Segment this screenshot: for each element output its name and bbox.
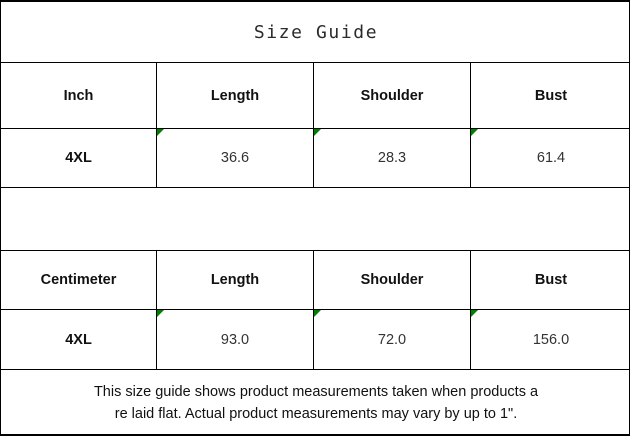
comment-marker-icon: [157, 129, 164, 136]
cell-bust-centimeter: 156.0: [471, 310, 629, 369]
value-bust-inch: 61.4: [536, 150, 566, 166]
cell-length-inch: 36.6: [157, 129, 314, 187]
comment-marker-icon: [314, 129, 321, 136]
header-cell-shoulder-inch: Shoulder: [314, 63, 471, 128]
value-shoulder-centimeter: 72.0: [377, 331, 407, 348]
value-length-inch: 36.6: [220, 150, 250, 166]
footnote-row: This size guide shows product measuremen…: [1, 370, 629, 434]
title-row: Size Guide: [1, 2, 629, 63]
header-label-bust-inch: Bust: [534, 87, 568, 104]
footnote-line-2: re laid flat. Actual product measurement…: [114, 406, 518, 422]
value-bust-centimeter: 156.0: [532, 331, 570, 348]
header-label-unit-inch: Inch: [63, 87, 94, 104]
value-size-centimeter: 4XL: [65, 331, 92, 348]
cell-shoulder-centimeter: 72.0: [314, 310, 471, 369]
inch-table-header-row: Inch Length Shoulder Bust: [1, 63, 629, 129]
header-label-length-inch: Length: [210, 87, 260, 104]
header-cell-bust-centimeter: Bust: [471, 251, 629, 309]
value-length-centimeter: 93.0: [220, 331, 250, 348]
comment-marker-icon: [314, 310, 321, 317]
header-cell-bust-inch: Bust: [471, 63, 629, 128]
value-size-inch: 4XL: [65, 150, 92, 166]
footnote-line-1: This size guide shows product measuremen…: [93, 384, 539, 400]
value-shoulder-inch: 28.3: [377, 150, 407, 166]
header-cell-length-inch: Length: [157, 63, 314, 128]
header-cell-unit-centimeter: Centimeter: [1, 251, 157, 309]
cell-length-centimeter: 93.0: [157, 310, 314, 369]
comment-marker-icon: [471, 129, 478, 136]
header-cell-unit-inch: Inch: [1, 63, 157, 128]
cell-size-inch: 4XL: [1, 129, 157, 187]
header-cell-shoulder-centimeter: Shoulder: [314, 251, 471, 309]
comment-marker-icon: [157, 310, 164, 317]
cell-size-centimeter: 4XL: [1, 310, 157, 369]
header-label-shoulder-centimeter: Shoulder: [360, 272, 424, 288]
comment-marker-icon: [471, 310, 478, 317]
header-label-unit-centimeter: Centimeter: [40, 272, 117, 288]
header-label-shoulder-inch: Shoulder: [360, 87, 424, 104]
table-row: 4XL 36.6 28.3 61.4: [1, 129, 629, 188]
cell-bust-inch: 61.4: [471, 129, 629, 187]
header-label-bust-centimeter: Bust: [534, 272, 568, 288]
header-cell-length-centimeter: Length: [157, 251, 314, 309]
page-title: Size Guide: [253, 21, 379, 43]
centimeter-table-header-row: Centimeter Length Shoulder Bust: [1, 251, 629, 310]
table-row: 4XL 93.0 72.0 156.0: [1, 310, 629, 370]
table-spacer-row: [1, 188, 629, 251]
cell-shoulder-inch: 28.3: [314, 129, 471, 187]
header-label-length-centimeter: Length: [210, 272, 260, 288]
